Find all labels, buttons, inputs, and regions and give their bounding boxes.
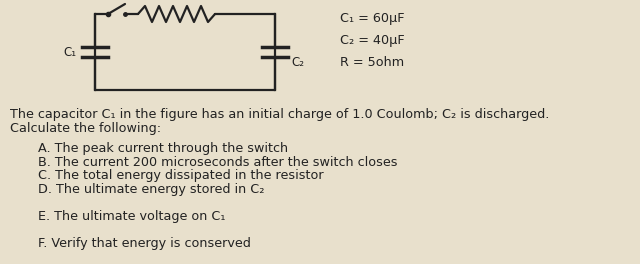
Text: The capacitor C₁ in the figure has an initial charge of 1.0 Coulomb; C₂ is disch: The capacitor C₁ in the figure has an in… <box>10 108 549 121</box>
Text: R: R <box>172 0 181 2</box>
Text: C₁: C₁ <box>64 45 77 59</box>
Text: C. The total energy dissipated in the resistor: C. The total energy dissipated in the re… <box>38 169 324 182</box>
Text: F. Verify that energy is conserved: F. Verify that energy is conserved <box>38 238 251 251</box>
Text: Calculate the following:: Calculate the following: <box>10 122 161 135</box>
Text: B. The current 200 microseconds after the switch closes: B. The current 200 microseconds after th… <box>38 155 397 168</box>
Text: C₁ = 60μF: C₁ = 60μF <box>340 12 404 25</box>
Text: C₂ = 40μF: C₂ = 40μF <box>340 34 404 47</box>
Text: D. The ultimate energy stored in C₂: D. The ultimate energy stored in C₂ <box>38 182 264 196</box>
Text: C₂: C₂ <box>291 55 304 68</box>
Text: R = 5ohm: R = 5ohm <box>340 56 404 69</box>
Text: E. The ultimate voltage on C₁: E. The ultimate voltage on C₁ <box>38 210 225 223</box>
Text: A. The peak current through the switch: A. The peak current through the switch <box>38 142 288 155</box>
